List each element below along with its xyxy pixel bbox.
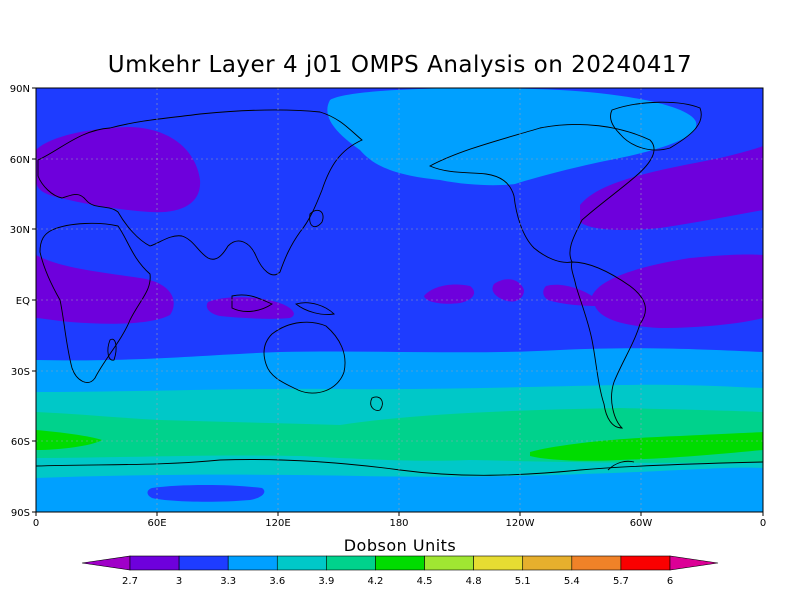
map-title: Umkehr Layer 4 j01 OMPS Analysis on 2024… bbox=[107, 52, 693, 78]
coast-antarctica bbox=[36, 459, 763, 476]
band-4.2-patch-east bbox=[530, 432, 763, 461]
colorbar: 2.7 3 3.3 3.6 3.9 4.2 4.5 4.8 5.1 5.4 5.7 6 bbox=[81, 555, 719, 587]
colorbar-level-label: 5.1 bbox=[515, 576, 531, 587]
band-3-antarctic bbox=[147, 485, 265, 502]
lat-label: 60S bbox=[11, 437, 30, 448]
lon-label: 180 bbox=[389, 518, 408, 529]
coast-north-america bbox=[428, 124, 655, 263]
colorbar-level-label: 3.3 bbox=[220, 576, 236, 587]
coastlines bbox=[36, 101, 763, 476]
colorbar-level-label: 4.8 bbox=[466, 576, 482, 587]
colorbar-swatch bbox=[424, 555, 474, 571]
colorbar-swatch bbox=[276, 555, 327, 571]
coast-australia bbox=[263, 321, 346, 394]
colorbar-level-label: 5.4 bbox=[564, 576, 580, 587]
lon-label: 0 bbox=[760, 518, 766, 529]
colorbar-level-label: 4.2 bbox=[368, 576, 384, 587]
colorbar-level-label: 3.9 bbox=[318, 576, 334, 587]
coast-japan bbox=[309, 209, 324, 228]
coast-eurasia bbox=[37, 109, 363, 276]
lat-label: 90S bbox=[11, 508, 30, 519]
colorbar-level-label: 6 bbox=[667, 576, 673, 587]
colorbar-level-label: 3 bbox=[176, 576, 182, 587]
ozone-contours bbox=[36, 88, 763, 512]
lon-label: 60E bbox=[147, 518, 166, 529]
coast-indonesia bbox=[231, 294, 273, 312]
colorbar-title: Dobson Units bbox=[343, 536, 457, 555]
colorbar-swatch bbox=[129, 555, 180, 571]
lon-label: 60W bbox=[630, 518, 653, 529]
colorbar-swatch bbox=[375, 555, 425, 571]
coast-greenland bbox=[609, 101, 702, 151]
colorbar-swatch bbox=[227, 555, 278, 571]
band-2.7-africa-tropic bbox=[36, 255, 174, 324]
band-2.7-indonesia bbox=[206, 297, 294, 319]
colorbar-level-label: 2.7 bbox=[122, 576, 138, 587]
colorbar-level-label: 3.6 bbox=[269, 576, 285, 587]
colorbar-swatch bbox=[473, 555, 524, 571]
coast-madagascar bbox=[107, 338, 117, 361]
band-2.7-pacific-1 bbox=[424, 284, 475, 304]
lat-label: 30N bbox=[10, 225, 30, 236]
coast-africa bbox=[39, 222, 151, 383]
coast-new-guinea bbox=[295, 302, 335, 315]
colorbar-swatch bbox=[326, 555, 376, 571]
lon-label: 120W bbox=[506, 518, 535, 529]
colorbar-swatch bbox=[178, 555, 229, 571]
colorbar-arrow-high bbox=[669, 555, 719, 571]
coast-south-america bbox=[571, 261, 646, 429]
band-2.7-americas-tropic bbox=[543, 254, 763, 328]
colorbar-level-label: 5.7 bbox=[613, 576, 629, 587]
band-4.2-patch-west bbox=[36, 430, 102, 450]
coast-antarctic-peninsula bbox=[607, 460, 635, 471]
colorbar-swatch bbox=[571, 555, 622, 571]
map-grid bbox=[36, 88, 763, 512]
colorbar-swatch bbox=[620, 555, 671, 571]
lon-label: 0 bbox=[33, 518, 39, 529]
lat-label: 60N bbox=[10, 155, 30, 166]
band-2.7-pacific-2 bbox=[492, 279, 524, 302]
band-2.7-north-atlantic bbox=[580, 146, 763, 230]
lon-label: 120E bbox=[265, 518, 290, 529]
coast-new-zealand bbox=[370, 396, 383, 411]
lat-label: 90N bbox=[10, 84, 30, 95]
colorbar-level-label: 4.5 bbox=[417, 576, 433, 587]
lat-label: 30S bbox=[11, 367, 30, 378]
axis-ticks bbox=[32, 87, 764, 516]
colorbar-arrow-low bbox=[81, 555, 131, 571]
band-2.7-europe-asia bbox=[36, 127, 201, 213]
colorbar-swatch bbox=[522, 555, 573, 571]
lat-label: EQ bbox=[16, 296, 30, 307]
